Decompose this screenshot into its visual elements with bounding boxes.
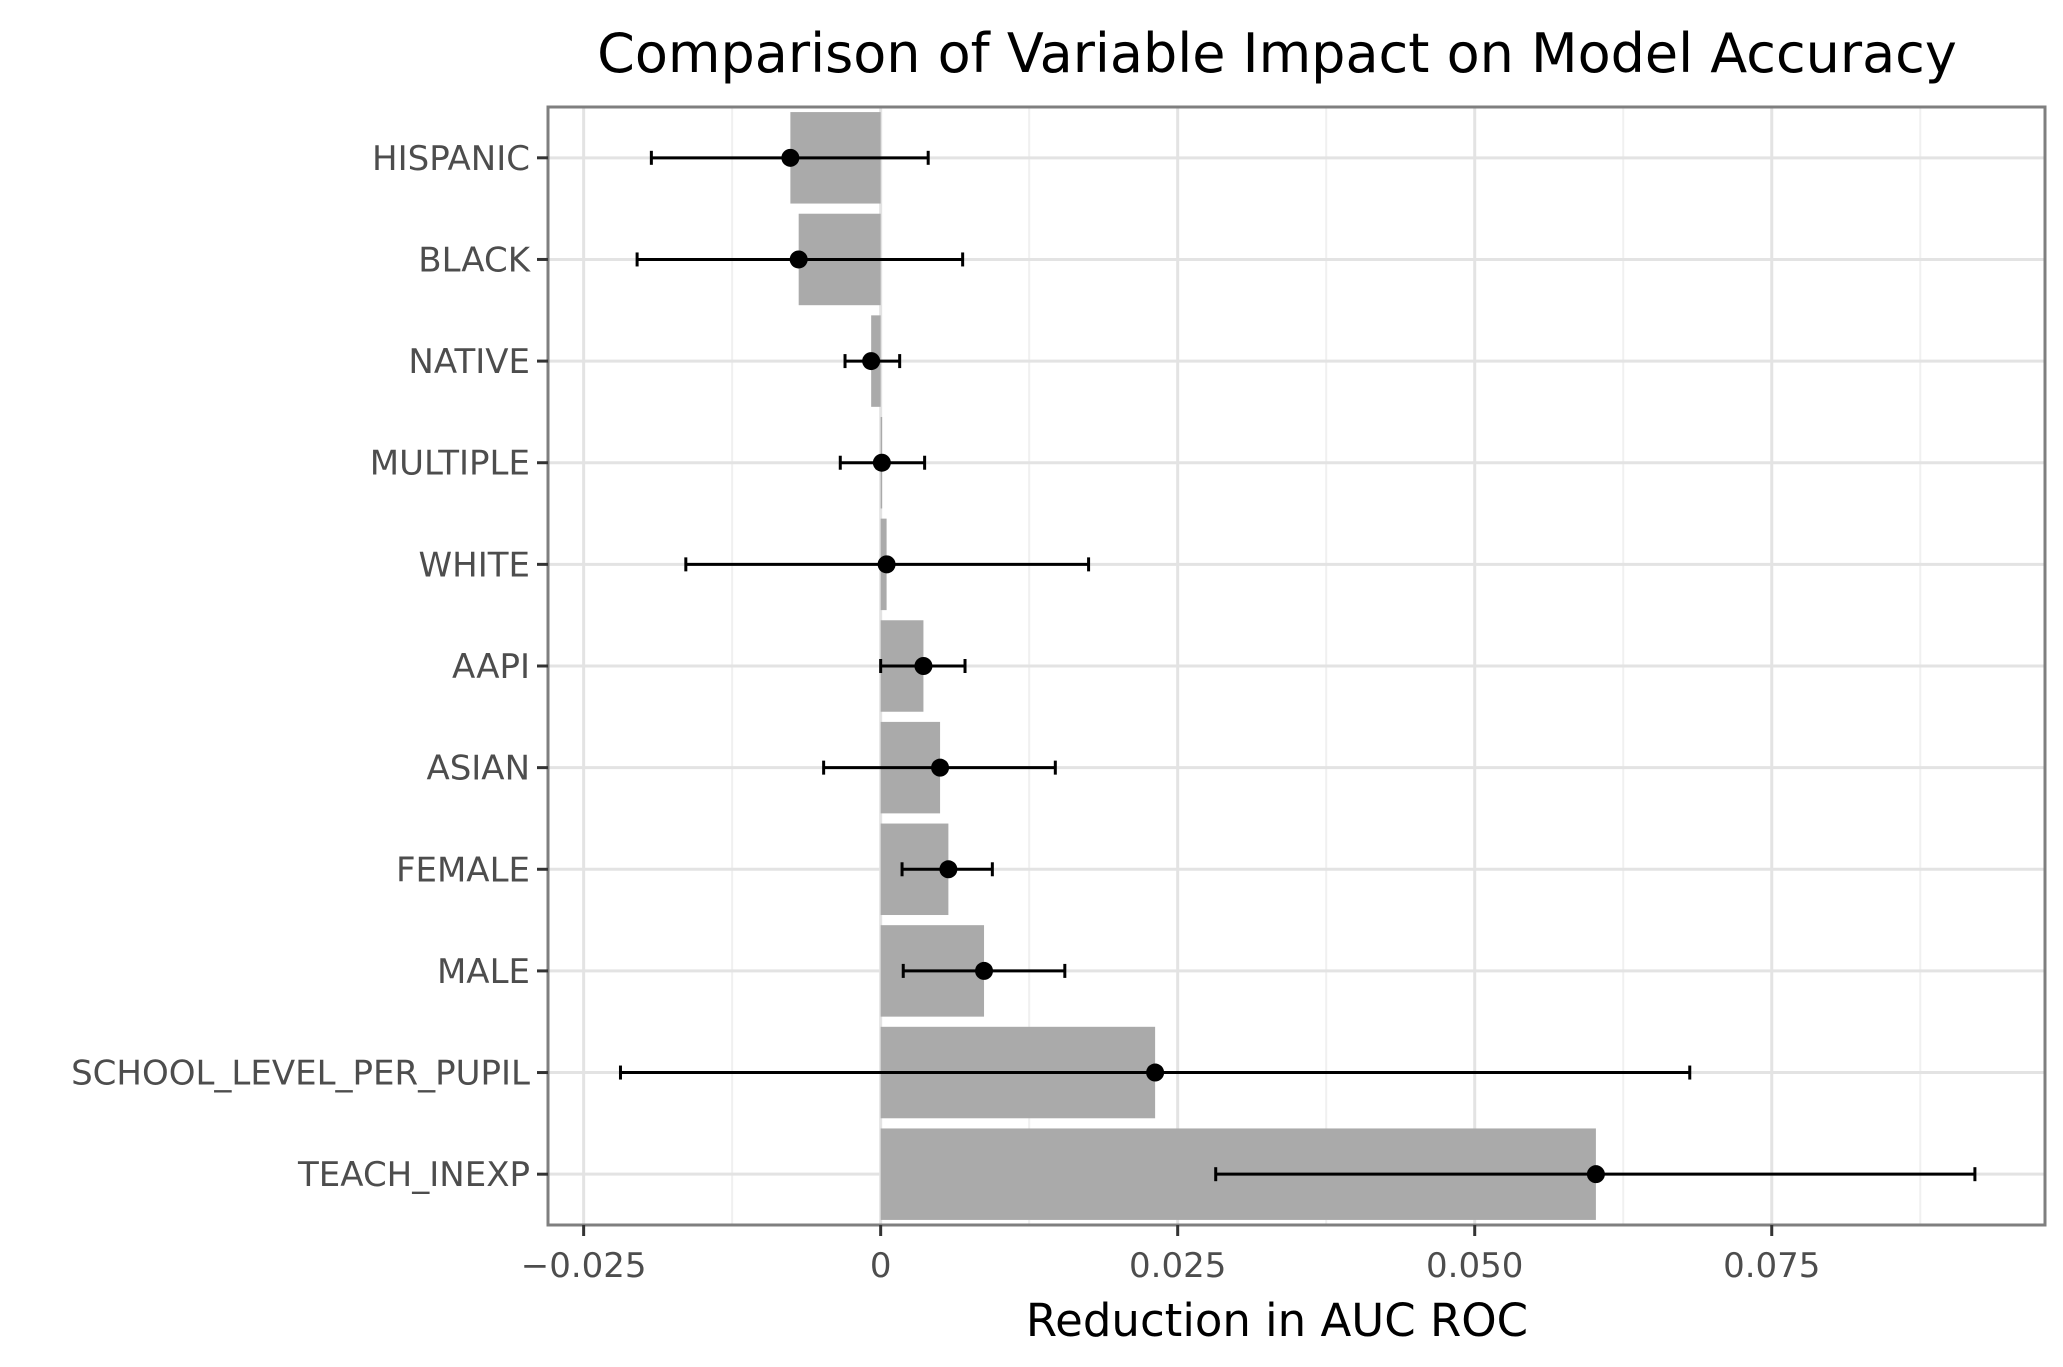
chart-title: Comparison of Variable Impact on Model A… <box>597 22 1957 85</box>
mean-point <box>939 860 958 879</box>
x-tick-label: −0.025 <box>521 1246 647 1286</box>
mean-point <box>914 657 933 675</box>
mean-point <box>1586 1165 1605 1184</box>
mean-point <box>877 555 896 574</box>
points <box>781 148 1605 1184</box>
y-tick-label: MULTIPLE <box>370 444 530 484</box>
mean-point <box>862 352 881 371</box>
y-tick-label: BLACK <box>418 240 531 280</box>
y-tick-label: WHITE <box>419 545 530 585</box>
x-tick-label: 0.025 <box>1129 1246 1226 1286</box>
mean-point <box>789 250 808 269</box>
y-tick-label: MALE <box>437 952 530 992</box>
grid-lines <box>548 107 2045 1225</box>
mean-point <box>975 961 994 980</box>
y-tick-label: HISPANIC <box>372 139 530 179</box>
x-tick-label: 0 <box>870 1246 892 1286</box>
y-tick-label: FEMALE <box>396 850 530 890</box>
mean-point <box>1146 1063 1165 1082</box>
x-tick-label: 0.050 <box>1426 1246 1523 1286</box>
y-tick-label: ASIAN <box>426 749 530 789</box>
x-axis: −0.025 0 0.025 0.050 0.075 <box>521 1225 1820 1286</box>
y-tick-label: SCHOOL_LEVEL_PER_PUPIL <box>71 1054 530 1094</box>
y-axis: HISPANIC BLACK NATIVE MULTIPLE WHITE AAPI ASIA… <box>71 139 548 1195</box>
x-axis-label: Reduction in AUC ROC <box>1026 1294 1528 1347</box>
y-tick-label: NATIVE <box>408 342 530 382</box>
mean-point <box>781 148 800 167</box>
y-tick-label: TEACH_INEXP <box>297 1155 530 1195</box>
x-tick-label: 0.075 <box>1723 1246 1820 1286</box>
y-tick-label: AAPI <box>452 647 530 687</box>
mean-point <box>872 453 891 472</box>
mean-point <box>931 758 950 777</box>
